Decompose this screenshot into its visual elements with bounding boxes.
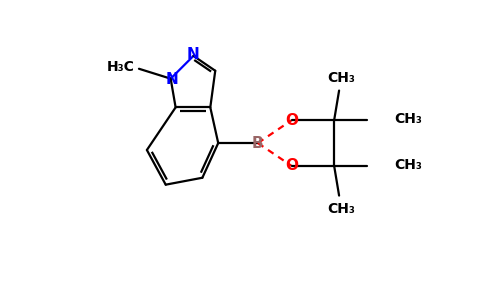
Text: O: O bbox=[285, 158, 298, 173]
Text: N: N bbox=[187, 47, 200, 62]
Text: H₃C: H₃C bbox=[107, 60, 135, 74]
Text: N: N bbox=[165, 72, 178, 87]
Text: CH₃: CH₃ bbox=[327, 202, 355, 215]
Text: CH₃: CH₃ bbox=[394, 112, 423, 126]
Text: B: B bbox=[252, 136, 264, 151]
Text: CH₃: CH₃ bbox=[327, 70, 355, 85]
Text: O: O bbox=[285, 113, 298, 128]
Text: CH₃: CH₃ bbox=[394, 158, 423, 172]
